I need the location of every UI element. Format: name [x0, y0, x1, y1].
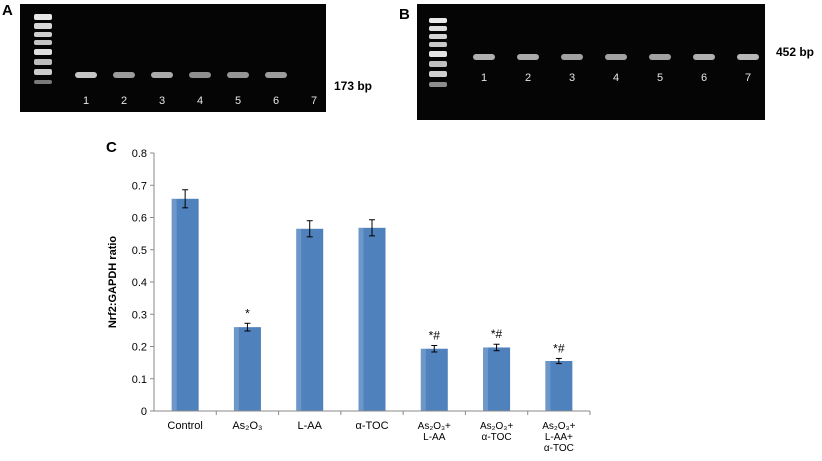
lane-number: 4: [197, 95, 203, 107]
band-size-label-173bp: 173 bp: [334, 79, 373, 93]
lane-number: 6: [701, 72, 707, 84]
panel-c-letter: C: [106, 139, 117, 156]
gel-band: [113, 72, 135, 78]
gel-band: [151, 72, 173, 78]
bar: [545, 361, 573, 411]
significance-marker: *#: [553, 341, 565, 355]
lane-number: 3: [159, 95, 165, 107]
gel-band: [693, 54, 715, 60]
y-tick-label: 0.2: [132, 342, 147, 354]
gel-a-svg: 1 2 3 4 5 6 7: [34, 14, 317, 107]
gel-band: [649, 54, 671, 60]
bar-highlight: [358, 227, 364, 411]
gel-image-b: 1 2 3 4 5 6 7: [417, 4, 765, 120]
gel-band: [561, 54, 583, 60]
lane-number: 7: [745, 72, 751, 84]
gel-band: [227, 72, 249, 78]
gel-band: [265, 72, 287, 78]
lane-number: 5: [235, 95, 241, 107]
y-tick-label: 0.1: [132, 374, 147, 386]
lane-number: 2: [121, 95, 127, 107]
bar: [233, 327, 261, 411]
bar-highlight: [171, 198, 177, 411]
gel-image-a: 1 2 3 4 5 6 7: [20, 4, 326, 112]
x-tick-label: α-TOC: [482, 432, 512, 443]
y-tick-label: 0.4: [132, 277, 147, 289]
y-tick-label: 0.6: [132, 213, 147, 225]
lane-number: 7: [311, 95, 317, 107]
lane-number: 1: [481, 72, 487, 84]
lane-number: 6: [273, 95, 279, 107]
gel-band: [737, 54, 759, 60]
x-tick-label: α-TOC: [355, 420, 388, 432]
bar: [483, 347, 511, 411]
x-tick-label: L-AA: [297, 420, 322, 432]
bar-highlight: [483, 347, 489, 411]
bar-highlight: [545, 361, 551, 411]
bar-highlight: [420, 348, 426, 411]
y-tick-label: 0.8: [132, 148, 147, 160]
lane-number: 2: [525, 72, 531, 84]
significance-marker: *#: [491, 327, 503, 341]
bar: [171, 198, 199, 411]
band-size-label-452bp: 452 bp: [776, 45, 815, 59]
bar-highlight: [233, 327, 239, 411]
x-tick-label: Control: [167, 420, 202, 432]
panel-b-letter: B: [399, 6, 410, 23]
y-tick-label: 0.3: [132, 309, 147, 321]
x-tick-label: L-AA: [423, 432, 446, 443]
gel-band: [473, 54, 495, 60]
x-tick-label: As₂O₃+: [480, 421, 513, 432]
significance-marker: *#: [429, 329, 441, 343]
x-tick-label: L-AA+: [545, 432, 573, 443]
gel-band: [75, 72, 97, 78]
gel-band: [189, 72, 211, 78]
gel-b-ladder: [429, 18, 447, 87]
lane-number: 1: [83, 95, 89, 107]
gel-band: [517, 54, 539, 60]
bar: [358, 227, 386, 411]
x-tick-label: As₂O₃: [232, 420, 262, 432]
gel-b-svg: 1 2 3 4 5 6 7: [429, 18, 759, 87]
x-tick-label: As₂O₃+: [418, 421, 451, 432]
lane-number: 4: [613, 72, 619, 84]
y-tick-label: 0: [141, 406, 147, 418]
y-tick-label: 0.5: [132, 245, 147, 257]
y-tick-label: 0.7: [132, 180, 147, 192]
lane-number: 3: [569, 72, 575, 84]
significance-marker: *: [245, 306, 250, 320]
panel-a-letter: A: [2, 2, 13, 19]
bar: [296, 228, 324, 411]
x-tick-label: As₂O₃+: [542, 421, 575, 432]
gel-a-ladder: [34, 14, 52, 84]
bar: [420, 348, 448, 411]
gel-band: [605, 54, 627, 60]
y-axis-label: Nrf2:GAPDH ratio: [107, 236, 119, 329]
x-tick-label: α-TOC: [544, 443, 574, 454]
bar-highlight: [296, 228, 302, 411]
lane-number: 5: [657, 72, 663, 84]
